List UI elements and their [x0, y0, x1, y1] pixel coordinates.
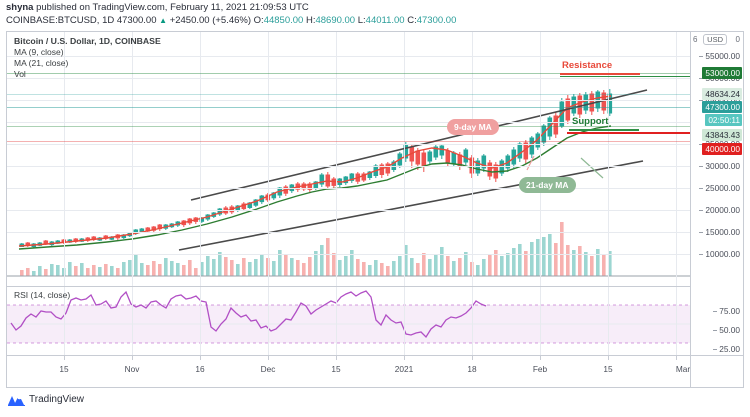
resistance-underline — [560, 73, 640, 75]
legend-ma21[interactable]: MA (21, close) — [14, 58, 69, 68]
lower-trendline — [178, 160, 644, 251]
price-pane[interactable]: Resistance Support 9-day MA 21-day MA Bi… — [7, 32, 743, 286]
ma21-price-badge: 43843.43 — [702, 129, 742, 141]
time-tick-4: 15 — [331, 364, 341, 374]
axis-top-left-fragment: 6 — [693, 35, 698, 44]
rsi-tick-50: 50.00 — [713, 325, 740, 335]
resistance-level-line — [7, 73, 693, 74]
rsi-tick-75: 75.00 — [713, 306, 740, 316]
tradingview-logo-icon — [8, 393, 25, 406]
high-label: H: — [305, 15, 316, 26]
price-plot[interactable]: Resistance Support 9-day MA 21-day MA — [7, 32, 693, 286]
time-tick-6: 18 — [467, 364, 477, 374]
support-red-line — [567, 132, 693, 134]
countdown-badge: 02:50:11 — [705, 114, 742, 126]
time-tick-2: 16 — [195, 364, 205, 374]
price-tick-25000: 25000.00 — [699, 183, 740, 193]
symbol-label: COINBASE:BTCUSD, 1D — [6, 15, 115, 26]
time-axis-divider — [7, 355, 743, 356]
support-level-line — [7, 141, 693, 142]
price-tick-55000: 55000.00 — [699, 51, 740, 61]
change-absolute: +2450.00 — [169, 15, 210, 26]
price-candles-svg[interactable] — [7, 32, 693, 286]
high-value: 48690.00 — [315, 15, 356, 26]
time-tick-5: 2021 — [394, 364, 414, 374]
rsi-tick-25: 25.00 — [713, 344, 740, 354]
rsi-svg[interactable] — [7, 287, 693, 355]
resistance-green-line — [560, 75, 693, 77]
price-tick-15000: 15000.00 — [699, 227, 740, 237]
publish-text: published on TradingView.com, February 1… — [36, 2, 309, 13]
open-label: O: — [253, 15, 264, 26]
price-tick-30000: 30000.00 — [699, 161, 740, 171]
time-tick-1: Nov — [124, 364, 140, 374]
up-arrow-icon: ▲ — [159, 16, 168, 25]
price-legend: Bitcoin / U.S. Dollar, 1D, COINBASE MA (… — [14, 36, 161, 80]
last-price-level-line — [7, 107, 693, 108]
time-tick-3: Dec — [260, 364, 276, 374]
price-tick-20000: 20000.00 — [699, 205, 740, 215]
price-tick-45000: 45000.00 — [699, 95, 740, 105]
support-annotation: Support — [572, 116, 609, 127]
time-tick-7: Feb — [532, 364, 548, 374]
low-value: 44011.00 — [365, 15, 405, 26]
legend-title: Bitcoin / U.S. Dollar, 1D, COINBASE — [14, 36, 161, 46]
price-tick-10000: 10000.00 — [699, 249, 740, 259]
low-label: L: — [357, 15, 366, 26]
time-tick-0: 15 — [59, 364, 69, 374]
last-price: 47300.00 — [116, 15, 157, 26]
publish-line: shyna published on TradingView.com, Febr… — [6, 2, 309, 15]
rsi-plot[interactable] — [7, 287, 693, 355]
close-value: 47300.00 — [416, 15, 457, 26]
ma9-price-badge: 48634.24 — [702, 88, 742, 100]
pane-divider — [7, 286, 743, 287]
chart-frame: Resistance Support 9-day MA 21-day MA Bi… — [6, 31, 744, 388]
support-green-underline — [569, 129, 639, 131]
currency-toggle-button[interactable]: USD — [703, 34, 727, 45]
tradingview-footer: TradingView — [8, 393, 84, 406]
close-label: C: — [407, 15, 417, 26]
time-tick-9: Mar — [675, 364, 691, 374]
quote-line: COINBASE:BTCUSD, 1D 47300.00 ▲ +2450.00 … — [6, 15, 456, 28]
ma9-leader — [526, 155, 535, 171]
upper-trendline — [190, 89, 648, 201]
ma21-leader — [580, 157, 604, 179]
ma21-level-line — [7, 126, 693, 127]
volume-bars — [20, 222, 612, 276]
last-price-badge: 47300.00 — [702, 101, 742, 113]
resistance-price-badge: 53000.00 — [702, 67, 742, 79]
rsi-legend[interactable]: RSI (14, close) — [14, 290, 71, 300]
price-axis[interactable]: 0 6 USD 55000.00 50000.00 45000.00 35000… — [690, 32, 743, 355]
time-axis[interactable]: 15 Nov 16 Dec 15 2021 18 Feb 15 Mar — [7, 356, 743, 387]
time-tick-8: 15 — [603, 364, 613, 374]
author-name: shyna — [6, 2, 34, 13]
support-price-badge: 40000.00 — [702, 143, 742, 155]
time-axis-right-box[interactable] — [690, 356, 743, 387]
tradingview-brand-label: TradingView — [29, 394, 85, 405]
ma9-level-line — [7, 94, 693, 95]
ma21-bubble: 21-day MA — [519, 177, 576, 193]
ma9-bubble: 9-day MA — [447, 119, 499, 135]
open-value: 44850.00 — [263, 15, 304, 26]
rsi-line — [10, 290, 487, 339]
change-percent: (+5.46%) — [212, 15, 252, 26]
rsi-pane[interactable]: RSI (14, close) — [7, 287, 743, 355]
axis-top-right-fragment: 0 — [735, 35, 740, 44]
legend-ma9[interactable]: MA (9, close) — [14, 47, 64, 57]
resistance-annotation: Resistance — [562, 60, 613, 71]
legend-vol[interactable]: Vol — [14, 69, 26, 79]
